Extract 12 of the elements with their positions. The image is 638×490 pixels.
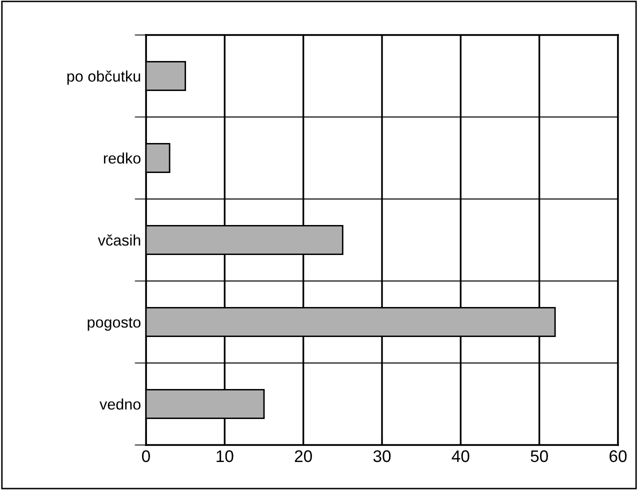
x-tick-label: 30 bbox=[373, 450, 391, 462]
x-tick-label: 0 bbox=[142, 450, 150, 462]
y-tick-label: pogosto bbox=[88, 318, 141, 331]
x-tick-label: 40 bbox=[452, 450, 470, 462]
x-tick-label: 50 bbox=[530, 450, 548, 462]
y-tick-label: včasih bbox=[98, 234, 140, 246]
y-tick-label: redko bbox=[104, 152, 140, 164]
y-tick-label: po občutku bbox=[67, 70, 140, 85]
x-tick-label: 10 bbox=[216, 450, 234, 462]
x-tick-label: 60 bbox=[610, 450, 627, 462]
x-tick-label: 20 bbox=[294, 450, 312, 462]
y-tick-label: vedno bbox=[100, 398, 140, 410]
